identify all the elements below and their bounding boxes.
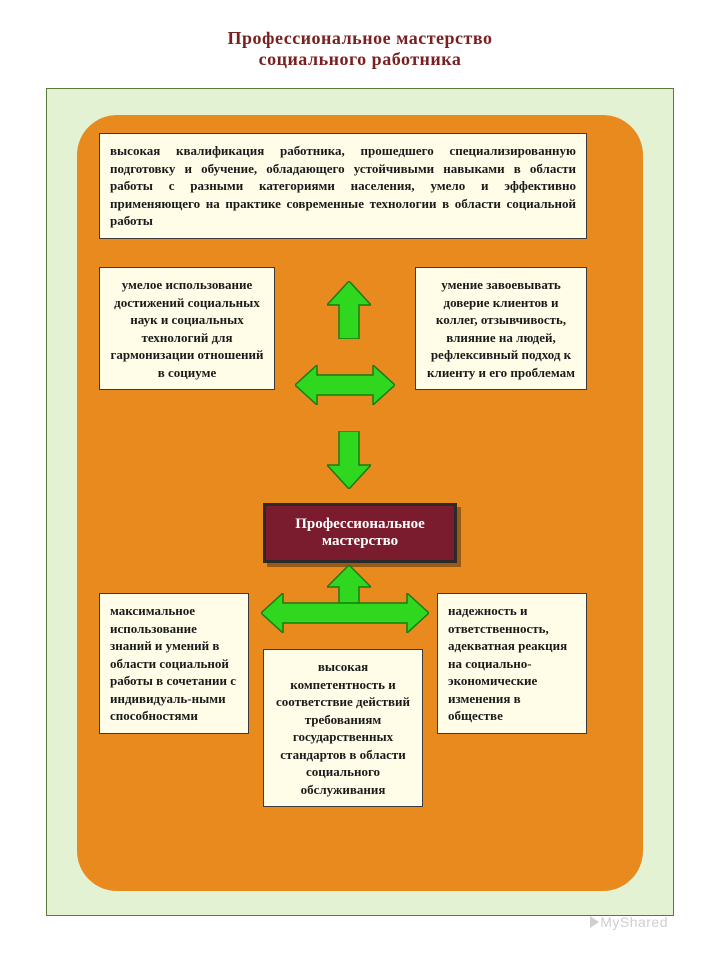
box-bot-right: надежность и ответственность, адекватная… — [437, 593, 587, 734]
arrow-horizontal2-icon — [261, 593, 429, 633]
page-title: Профессиональное мастерство социального … — [0, 0, 720, 88]
diagram-content: высокая квалификация работника, прошедше… — [77, 115, 643, 891]
play-icon — [590, 916, 599, 928]
arrow-horizontal-icon — [295, 365, 395, 405]
box-mid-left: умелое использование достижений социальн… — [99, 267, 275, 390]
arrow-up-icon — [327, 281, 371, 339]
box-bot-mid: высокая компетентность и соответствие де… — [263, 649, 423, 807]
hub-line-1: Профессиональное — [295, 516, 425, 532]
arrow-down-icon — [327, 431, 371, 489]
box-top: высокая квалификация работника, прошедше… — [99, 133, 587, 239]
center-hub: Профессиональное мастерство — [263, 503, 457, 563]
box-bot-left: максимальное использование знаний и умен… — [99, 593, 249, 734]
title-line-1: Профессиональное мастерство — [40, 28, 680, 49]
outer-panel: высокая квалификация работника, прошедше… — [46, 88, 674, 916]
watermark: MyShared — [590, 914, 668, 930]
title-line-2: социального работника — [40, 49, 680, 70]
box-mid-right: умение завоевывать доверие клиентов и ко… — [415, 267, 587, 390]
watermark-text: MyShared — [600, 914, 668, 930]
hub-line-2: мастерство — [322, 533, 398, 549]
